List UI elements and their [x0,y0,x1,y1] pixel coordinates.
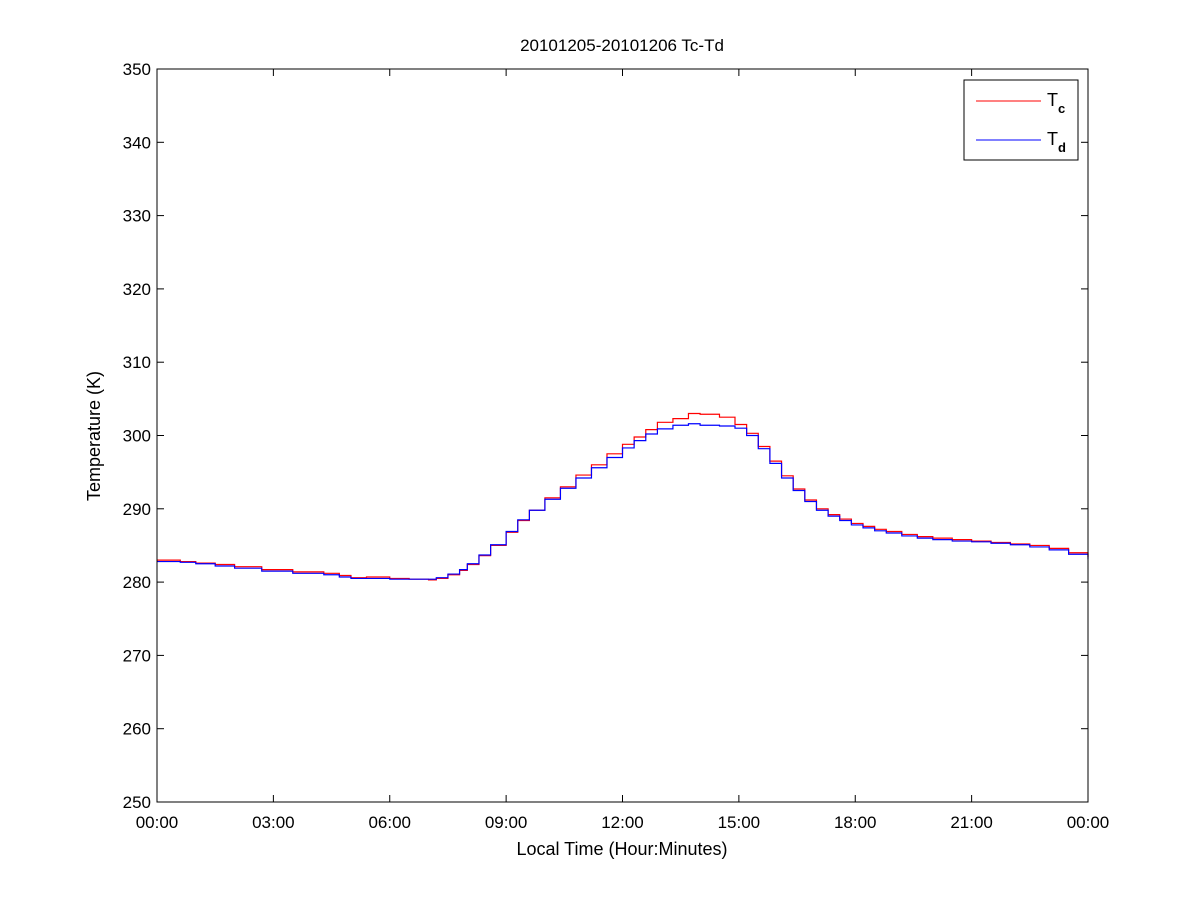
legend-label-tc: Tc [1047,90,1065,116]
y-tick-label: 350 [123,60,151,79]
y-axis: 250 260 270 280 290 300 310 320 330 340 350 [123,60,1088,812]
legend-box [963,79,1079,161]
y-tick-label: 280 [123,573,151,592]
legend-label-td-main: T [1047,129,1058,149]
x-tick-label: 09:00 [485,813,528,832]
y-tick-label: 340 [123,133,151,152]
x-tick-label: 00:00 [1067,813,1110,832]
chart-title: 20101205-20101206 Tc-Td [520,36,724,55]
x-tick-label: 21:00 [950,813,993,832]
y-tick-label: 260 [123,720,151,739]
legend-label-tc-sub: c [1058,101,1065,116]
legend: Tc Td [963,79,1079,161]
legend-label-tc-main: T [1047,90,1058,110]
y-tick-label: 270 [123,646,151,665]
series-group [157,412,1089,581]
y-tick-label: 330 [123,207,151,226]
y-tick-label: 290 [123,500,151,519]
legend-label-td-sub: d [1058,140,1066,155]
y-tick-label: 250 [123,793,151,812]
y-tick-label: 300 [123,427,151,446]
series-line-td [157,423,1089,580]
x-tick-label: 03:00 [252,813,295,832]
y-tick-label: 320 [123,280,151,299]
x-axis: 00:00 03:00 06:00 09:00 12:00 15:00 18:00 21:00… [136,69,1110,832]
x-tick-label: 06:00 [368,813,411,832]
x-tick-label: 00:00 [136,813,179,832]
x-axis-label: Local Time (Hour:Minutes) [516,839,727,859]
x-tick-label: 15:00 [718,813,761,832]
plot-area [157,69,1088,802]
x-tick-label: 12:00 [601,813,644,832]
x-tick-label: 18:00 [834,813,877,832]
y-axis-label: Temperature (K) [84,371,104,501]
plot-frame [156,68,1089,803]
y-tick-label: 310 [123,353,151,372]
legend-label-td: Td [1047,129,1066,155]
